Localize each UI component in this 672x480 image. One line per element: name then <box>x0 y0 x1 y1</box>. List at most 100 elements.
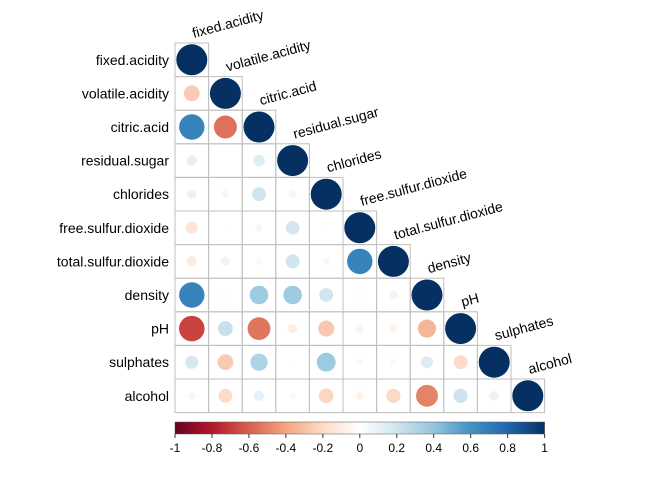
correlation-circle-citric.acid-volatile.acidity <box>213 115 237 139</box>
correlation-circle-sulphates-sulphates <box>478 346 510 378</box>
colorbar-tick-label: 0.8 <box>499 441 516 455</box>
correlation-circle-density-citric.acid <box>249 285 269 305</box>
correlation-circle-total.sulfur.dioxide-chlorides <box>322 257 330 265</box>
correlation-circle-alcohol-sulphates <box>489 391 499 401</box>
correlation-circle-sulphates-fixed.acidity <box>185 355 199 369</box>
correlation-circle-alcohol-citric.acid <box>253 390 265 401</box>
column-label: free.sulfur.dioxide <box>358 165 468 209</box>
colorbar: -1 -0.8 -0.6 -0.4 -0.2 0 0.2 0.4 0.6 0.8 1 <box>170 421 548 455</box>
correlation-circle-total.sulfur.dioxide-fixed.acidity <box>186 256 197 267</box>
correlation-circle-residual.sugar-residual.sugar <box>277 145 309 177</box>
row-label: pH <box>151 321 169 337</box>
correlation-circle-pH-fixed.acidity <box>179 315 205 342</box>
row-label: total.sulfur.dioxide <box>57 253 169 269</box>
correlation-circle-density-fixed.acidity <box>179 282 205 308</box>
correlation-circle-residual.sugar-fixed.acidity <box>186 155 197 166</box>
correlation-circle-volatile.acidity-fixed.acidity <box>183 85 200 102</box>
correlation-circle-alcohol-free.sulfur.dioxide <box>355 391 364 400</box>
correlation-circle-density-residual.sugar <box>283 285 302 305</box>
correlation-circle-pH-volatile.acidity <box>217 321 233 337</box>
correlation-circle-chlorides-volatile.acidity <box>221 190 230 198</box>
column-label: pH <box>459 290 480 310</box>
colorbar-tick-label: -0.8 <box>202 441 223 455</box>
correlation-circle-alcohol-total.sulfur.dioxide <box>386 388 401 403</box>
colorbar-tick-label: 0 <box>356 441 363 455</box>
correlation-circle-sulphates-residual.sugar <box>291 360 295 364</box>
correlation-circle-density-density <box>411 279 443 311</box>
correlation-circle-free.sulfur.dioxide-chlorides <box>324 226 328 230</box>
correlation-circle-alcohol-volatile.acidity <box>218 388 233 403</box>
correlation-circle-pH-residual.sugar <box>287 323 298 334</box>
column-label: citric.acid <box>258 78 319 109</box>
column-label: chlorides <box>325 145 383 175</box>
correlation-circle-chlorides-residual.sugar <box>288 190 297 198</box>
correlation-circle-alcohol-alcohol <box>512 380 544 412</box>
correlation-circle-free.sulfur.dioxide-residual.sugar <box>285 221 300 235</box>
correlation-circle-alcohol-density <box>416 384 438 407</box>
correlation-circle-sulphates-citric.acid <box>250 353 268 371</box>
row-label: chlorides <box>113 186 169 202</box>
correlation-circle-free.sulfur.dioxide-citric.acid <box>255 224 263 232</box>
correlation-circle-sulphates-free.sulfur.dioxide <box>356 358 364 366</box>
correlation-circle-pH-pH <box>445 313 477 345</box>
correlation-circle-total.sulfur.dioxide-total.sulfur.dioxide <box>377 245 409 277</box>
row-label: sulphates <box>109 354 169 370</box>
colorbar-tick-label: -0.2 <box>312 441 333 455</box>
colorbar-tick-label: -0.6 <box>239 441 260 455</box>
correlation-circle-volatile.acidity-volatile.acidity <box>209 77 241 109</box>
correlation-circle-pH-density <box>417 319 437 338</box>
correlation-circle-total.sulfur.dioxide-residual.sugar <box>285 254 300 269</box>
column-label: residual.sugar <box>291 103 380 141</box>
correlation-circle-sulphates-density <box>421 356 433 369</box>
correlation-circle-alcohol-fixed.acidity <box>188 392 196 400</box>
colorbar-tick-label: -1 <box>170 441 181 455</box>
correlation-circle-density-total.sulfur.dioxide <box>389 290 398 300</box>
correlation-circle-alcohol-chlorides <box>318 388 334 404</box>
correlation-circle-sulphates-volatile.acidity <box>217 354 234 371</box>
correlation-circle-citric.acid-fixed.acidity <box>179 114 205 140</box>
colorbar-tick-label: -0.4 <box>276 441 297 455</box>
colorbar-tick-label: 0.6 <box>462 441 479 455</box>
colorbar-tick-label: 0.4 <box>425 441 442 455</box>
column-label: alcohol <box>526 350 573 377</box>
column-label: volatile.acidity <box>224 36 312 74</box>
correlation-circle-free.sulfur.dioxide-fixed.acidity <box>185 221 198 234</box>
correlation-circle-chlorides-chlorides <box>310 178 342 210</box>
correlation-circle-free.sulfur.dioxide-volatile.acidity <box>223 226 227 230</box>
correlation-circle-fixed.acidity-fixed.acidity <box>176 44 208 76</box>
row-label: fixed.acidity <box>96 52 169 68</box>
correlation-circle-residual.sugar-citric.acid <box>253 154 265 167</box>
correlation-circle-sulphates-total.sulfur.dioxide <box>390 359 397 366</box>
row-labels: fixed.acidity volatile.acidity citric.acid… <box>57 52 169 404</box>
correlation-circle-total.sulfur.dioxide-citric.acid <box>255 258 263 265</box>
row-label: free.sulfur.dioxide <box>59 220 169 236</box>
correlation-circle-alcohol-residual.sugar <box>289 392 296 399</box>
row-label: alcohol <box>125 388 169 404</box>
correlation-circle-density-chlorides <box>319 288 334 302</box>
correlation-circle-density-free.sulfur.dioxide <box>357 292 362 298</box>
matrix-cell <box>208 143 243 178</box>
correlation-circle-chlorides-fixed.acidity <box>187 189 197 199</box>
correlation-circle-total.sulfur.dioxide-free.sulfur.dioxide <box>347 248 373 275</box>
column-label: sulphates <box>493 312 555 343</box>
row-label: citric.acid <box>111 119 169 135</box>
column-label: density <box>426 249 473 276</box>
correlation-circle-pH-total.sulfur.dioxide <box>389 324 398 333</box>
correlation-circle-alcohol-pH <box>453 388 468 403</box>
correlation-circles <box>176 44 544 412</box>
column-label: fixed.acidity <box>190 7 265 41</box>
correlation-circle-sulphates-pH <box>453 355 468 370</box>
colorbar-gradient <box>174 421 545 435</box>
matrix-grid <box>174 42 546 414</box>
colorbar-tick-label: 0.2 <box>388 441 405 455</box>
correlation-circle-density-volatile.acidity <box>223 292 228 298</box>
correlation-circle-pH-citric.acid <box>247 317 271 340</box>
correlation-circle-pH-chlorides <box>318 320 335 337</box>
row-label: density <box>125 287 169 303</box>
correlation-circle-citric.acid-citric.acid <box>243 111 275 143</box>
matrix-cell <box>510 378 546 414</box>
correlation-circle-chlorides-citric.acid <box>252 187 266 202</box>
